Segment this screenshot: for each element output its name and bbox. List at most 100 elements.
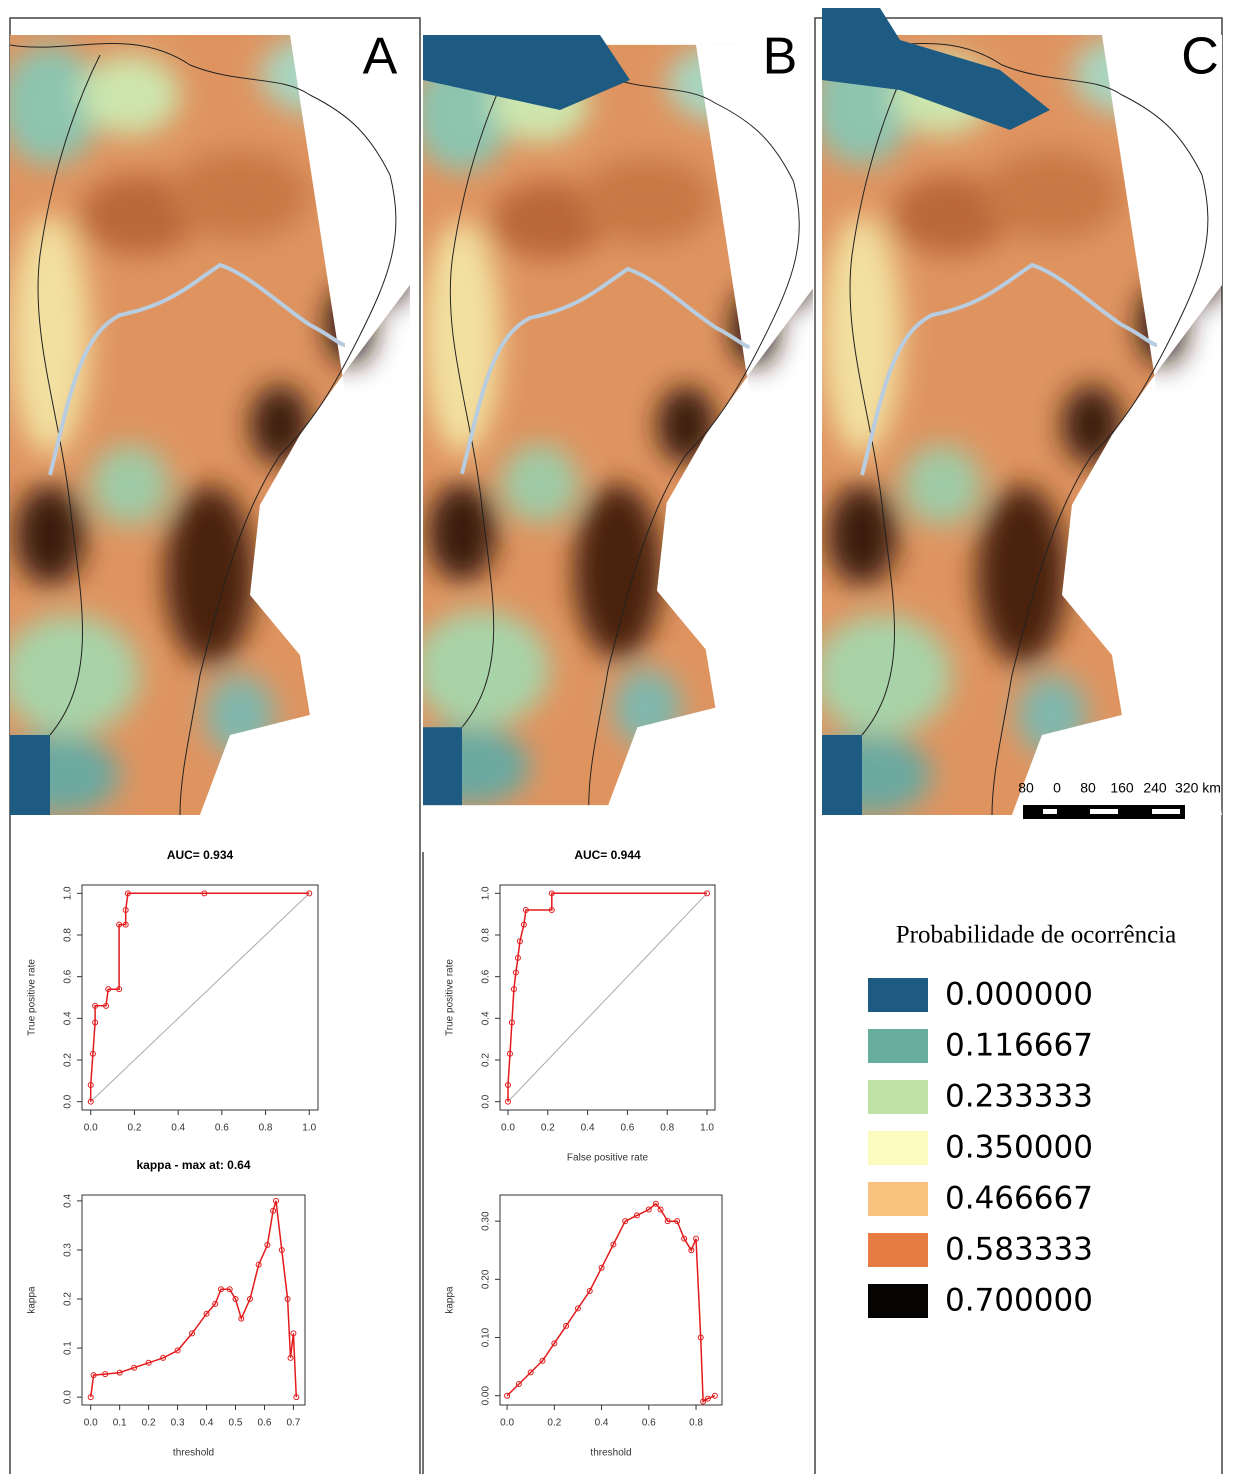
y-tick-label: 0.8 — [481, 928, 492, 942]
data-point — [122, 921, 129, 928]
data-point — [116, 986, 123, 993]
x-tick-label: 1.0 — [302, 1123, 316, 1134]
y-tick-label: 0.2 — [63, 1053, 74, 1067]
data-point — [514, 954, 521, 961]
y-tick-label: 0.10 — [481, 1327, 492, 1347]
x-tick-label: 0.6 — [258, 1418, 272, 1429]
data-point — [598, 1264, 605, 1271]
panel-border — [814, 17, 1223, 1474]
y-tick-label: 0.0 — [63, 1390, 74, 1404]
y-tick-label: 0.4 — [63, 1194, 74, 1208]
y-tick-label: 0.6 — [63, 969, 74, 983]
legend-title: Probabilidade de ocorrência — [896, 922, 1176, 949]
chart-title: AUC= 0.934 — [167, 848, 234, 862]
legend-label: 0.000000 — [945, 977, 1093, 1013]
y-axis-label: True positive rate — [445, 959, 456, 1036]
legend-swatch — [868, 1080, 928, 1114]
panel-label: C — [1181, 28, 1219, 86]
x-tick-label: 0.1 — [113, 1418, 127, 1429]
y-tick-label: 0.8 — [63, 928, 74, 942]
legend-label: 0.116667 — [945, 1028, 1093, 1064]
y-tick-label: 0.00 — [481, 1386, 492, 1406]
x-axis-label: threshold — [590, 1448, 631, 1459]
y-axis-label: kappa — [445, 1286, 456, 1314]
scale-label: 0 — [1053, 780, 1061, 796]
data-point — [548, 890, 555, 897]
x-tick-label: 0.4 — [171, 1123, 185, 1134]
data-point — [203, 1310, 210, 1317]
data-point — [232, 1296, 239, 1303]
y-tick-label: 1.0 — [481, 886, 492, 900]
data-point — [652, 1200, 659, 1207]
data-point — [105, 986, 112, 993]
x-tick-label: 0.6 — [215, 1123, 229, 1134]
data-point — [212, 1300, 219, 1307]
data-point — [512, 969, 519, 976]
chart-title: AUC= 0.944 — [574, 848, 641, 862]
data-point — [693, 1235, 700, 1242]
x-tick-label: 0.7 — [286, 1418, 300, 1429]
scale-label: 160 — [1110, 780, 1134, 796]
plot-frame — [81, 1194, 306, 1406]
legend-swatch — [868, 1131, 928, 1165]
data-point — [92, 1019, 99, 1026]
data-point — [174, 1347, 181, 1354]
data-point — [116, 1369, 123, 1376]
x-tick-label: 1.0 — [700, 1123, 714, 1134]
y-tick-label: 0.0 — [481, 1094, 492, 1108]
data-point — [657, 1206, 664, 1213]
data-point — [522, 907, 529, 913]
y-tick-label: 0.4 — [481, 1011, 492, 1025]
y-tick-label: 1.0 — [63, 886, 74, 900]
data-point — [508, 1019, 515, 1026]
data-point — [92, 1002, 99, 1009]
data-point — [504, 1098, 511, 1105]
data-point — [504, 1392, 511, 1399]
data-point — [278, 1246, 285, 1253]
x-tick-label: 0.4 — [595, 1418, 609, 1429]
data-line — [506, 1202, 716, 1403]
data-point — [506, 1050, 513, 1057]
legend-swatch — [868, 978, 928, 1012]
data-point — [226, 1286, 233, 1293]
data-point — [510, 986, 517, 993]
y-tick-label: 0.0 — [63, 1094, 74, 1108]
x-tick-label: 0.2 — [127, 1123, 141, 1134]
data-point — [700, 1398, 707, 1405]
y-tick-label: 0.30 — [481, 1211, 492, 1231]
scale-label: 240 — [1143, 780, 1167, 796]
y-axis-label: True positive rate — [27, 959, 38, 1036]
scale-label: 80 — [1080, 780, 1096, 796]
x-tick-label: 0.0 — [84, 1123, 98, 1134]
data-point — [218, 1286, 225, 1293]
data-point — [238, 1315, 245, 1322]
data-point — [145, 1359, 152, 1366]
data-point — [89, 1050, 96, 1057]
x-tick-label: 0.8 — [689, 1418, 703, 1429]
data-point — [131, 1364, 138, 1371]
legend-swatch — [868, 1182, 928, 1216]
data-point — [681, 1235, 688, 1242]
chart-title: kappa - max at: 0.64 — [136, 1158, 250, 1172]
x-tick-label: 0.4 — [581, 1123, 595, 1134]
x-tick-label: 0.5 — [229, 1418, 243, 1429]
data-point — [87, 1394, 94, 1401]
data-point — [610, 1241, 617, 1248]
data-point — [674, 1218, 681, 1225]
data-point — [201, 890, 208, 897]
data-point — [255, 1261, 262, 1268]
data-point — [664, 1218, 671, 1225]
panel-label: B — [763, 28, 798, 86]
data-point — [270, 1207, 277, 1214]
data-point — [103, 1002, 110, 1009]
data-point — [586, 1287, 593, 1294]
legend-label: 0.583333 — [945, 1232, 1093, 1268]
data-point — [290, 1330, 297, 1337]
y-tick-label: 0.2 — [63, 1292, 74, 1306]
y-tick-label: 0.4 — [63, 1011, 74, 1025]
data-point — [189, 1330, 196, 1337]
diagonal — [507, 892, 708, 1103]
data-point — [551, 1340, 558, 1347]
scale-bar — [1023, 805, 1185, 819]
